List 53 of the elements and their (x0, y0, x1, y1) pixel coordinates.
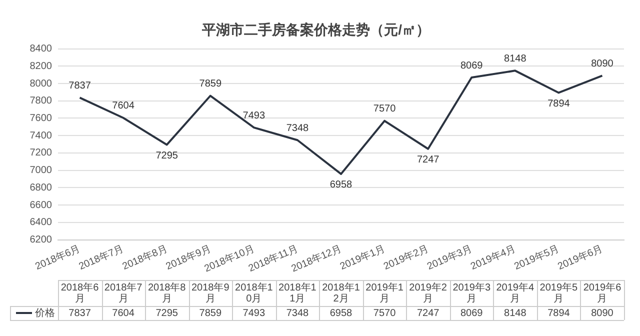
category-label: 2019年2月 (409, 282, 447, 304)
data-label: 7493 (242, 308, 266, 319)
y-tick-label: 8200 (30, 60, 52, 72)
category-label: 2018年12月 (322, 282, 360, 304)
category-label: 2019年5月 (540, 282, 578, 304)
annotation: 8090 (591, 58, 614, 70)
annotation: 7859 (199, 78, 222, 90)
category-label: 2018年6月 (60, 282, 99, 304)
data-label: 7894 (548, 308, 570, 319)
y-tick-label: 7600 (30, 112, 52, 124)
category-label: 2019年1月 (366, 282, 404, 304)
y-tick-label: 6200 (30, 234, 52, 246)
category-label: 2018年8月 (148, 282, 186, 304)
category-label: 2019年6月 (583, 282, 622, 304)
data-label: 8148 (504, 308, 527, 319)
category-label: 2018年9月 (191, 282, 230, 304)
category-label: 2018年10月 (235, 282, 273, 304)
data-label: 7570 (373, 308, 396, 319)
category-label: 2018年7月 (104, 282, 142, 304)
y-tick-label: 6600 (30, 200, 52, 211)
data-label: 7348 (286, 308, 310, 319)
annotation: 8148 (504, 53, 527, 64)
annotation: 7894 (548, 98, 570, 110)
annotation: 7247 (416, 154, 440, 166)
category-label: 2019年3月 (452, 282, 491, 304)
annotation: 7604 (112, 100, 135, 112)
data-label: 6958 (330, 308, 353, 319)
annotation: 7493 (242, 110, 266, 122)
y-tick-label: 7800 (30, 96, 52, 107)
annotation: 7837 (68, 80, 92, 92)
y-tick-label: 7400 (30, 130, 52, 142)
annotation: 7348 (286, 122, 310, 134)
category-label: 2018年11月 (278, 282, 316, 304)
data-label: 7295 (156, 308, 178, 319)
y-tick-label: 6400 (30, 217, 52, 228)
chart-title: 平湖市二手房备案价格走势（元/㎡） (201, 21, 430, 38)
annotation: 6958 (330, 180, 353, 191)
y-tick-label: 8000 (30, 78, 52, 90)
data-label: 8069 (460, 308, 484, 319)
category-label: 2019年4月 (496, 282, 534, 304)
y-tick-label: 7000 (30, 165, 52, 176)
y-tick-label: 7200 (30, 148, 52, 159)
y-tick-label: 8400 (30, 44, 52, 55)
data-label: 7604 (112, 308, 135, 319)
data-label: 7837 (68, 308, 92, 319)
annotation: 7295 (156, 150, 178, 162)
data-label: 8090 (591, 308, 614, 319)
data-label: 7859 (199, 308, 222, 319)
annotation: 7570 (373, 104, 396, 115)
y-tick-label: 6800 (30, 182, 52, 194)
data-label: 7247 (416, 308, 440, 319)
annotation: 8069 (460, 60, 484, 72)
legend-label: 价格 (34, 306, 55, 319)
